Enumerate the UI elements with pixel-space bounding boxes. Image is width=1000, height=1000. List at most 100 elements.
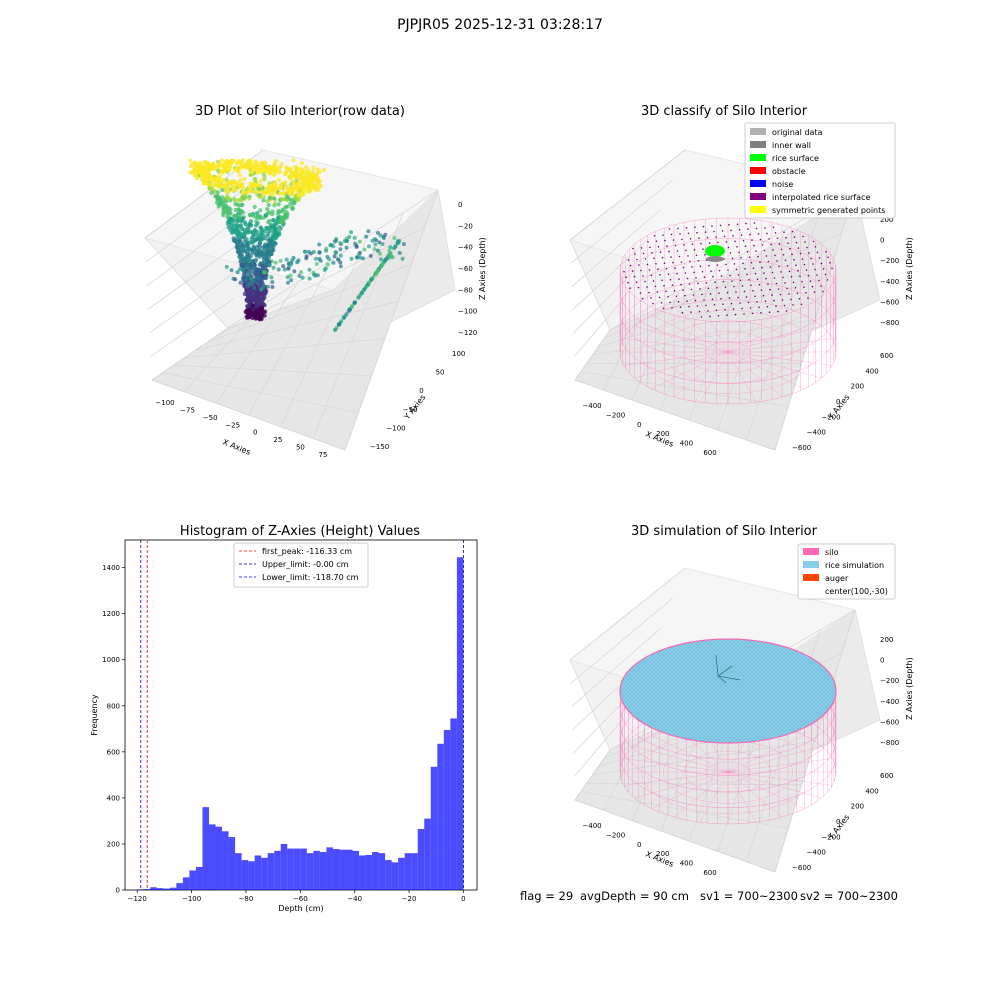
data-point (304, 165, 309, 170)
data-point (355, 255, 360, 260)
data-point (376, 248, 380, 253)
interpolated-point (717, 315, 720, 317)
interpolated-point (800, 303, 803, 306)
hist-bar (287, 848, 294, 890)
z-tick-label: −20 (458, 222, 473, 230)
data-point (271, 183, 277, 189)
data-point (265, 207, 270, 212)
interpolated-point (771, 294, 773, 296)
z-tick-label: −600 (880, 718, 899, 726)
z-tick-label: 0 (458, 201, 462, 209)
data-point (300, 190, 306, 195)
silo-spoke (623, 771, 729, 786)
data-point (265, 211, 270, 216)
interpolated-point (707, 287, 710, 290)
z-tick-label: 200 (880, 636, 893, 644)
silo-spoke (727, 351, 783, 398)
data-point (237, 267, 242, 272)
data-point (266, 202, 271, 208)
interpolated-point (677, 227, 679, 230)
data-point (253, 311, 258, 316)
silo-spoke (634, 325, 729, 353)
data-point (258, 305, 263, 310)
interpolated-point (662, 307, 665, 310)
hist-bar (352, 850, 360, 890)
y-tick-label: 0 (836, 818, 840, 826)
interpolated-point (788, 270, 791, 273)
interpolated-point (752, 267, 755, 270)
data-point (239, 209, 244, 214)
interpolated-point (743, 313, 745, 315)
data-point (324, 248, 329, 253)
data-point (265, 284, 270, 289)
data-point (288, 201, 293, 206)
panel2-legend-box (744, 122, 896, 219)
interpolated-point (672, 239, 675, 241)
data-point (352, 235, 357, 240)
interpolated-point (627, 281, 629, 284)
interpolated-point (678, 278, 680, 280)
interpolated-point (827, 256, 829, 259)
data-point (241, 189, 246, 194)
y-tick-label: 0 (419, 387, 423, 395)
silo-floor-ring (684, 331, 772, 374)
panel1-xlabel: X Axies (221, 438, 252, 457)
interpolated-point (642, 275, 644, 277)
interpolated-point (713, 230, 715, 233)
interpolated-point (731, 280, 733, 282)
interpolated-point (663, 262, 666, 265)
legend-swatch (750, 206, 766, 213)
interpolated-point (722, 280, 725, 283)
interpolated-point (687, 255, 689, 257)
x-tick-label: −100 (155, 399, 174, 407)
data-point (362, 247, 367, 252)
data-point (283, 180, 288, 185)
data-point (242, 233, 247, 238)
interpolated-point (816, 274, 818, 276)
data-point (244, 308, 249, 313)
interpolated-point (803, 263, 806, 266)
data-point (378, 251, 382, 256)
interpolated-point (766, 232, 768, 235)
interpolated-point (745, 296, 748, 298)
interpolated-point (825, 251, 827, 253)
interpolated-point (735, 291, 737, 293)
interpolated-point (791, 253, 793, 255)
interpolated-point (808, 252, 810, 254)
data-point (210, 162, 215, 168)
data-point (307, 267, 312, 272)
data-point (379, 257, 383, 262)
data-point (247, 196, 252, 201)
data-point (220, 187, 225, 193)
data-point (245, 272, 250, 277)
interpolated-point (739, 302, 741, 304)
data-point (268, 169, 274, 174)
data-point (228, 181, 234, 187)
data-point (338, 253, 343, 258)
data-point (255, 221, 260, 226)
hist-bar (163, 888, 170, 890)
interpolated-point (704, 231, 707, 233)
interpolated-point (758, 306, 760, 309)
interpolated-point (679, 306, 682, 309)
data-point (199, 169, 205, 174)
hist-bar (385, 860, 392, 890)
data-point (400, 256, 405, 261)
interpolated-point (755, 250, 757, 252)
hist-bar (143, 889, 151, 890)
data-point (259, 167, 265, 172)
hist-bar (345, 849, 353, 890)
interpolated-point (731, 257, 734, 260)
data-point (370, 238, 375, 243)
interpolated-point (775, 305, 777, 307)
interpolated-point (780, 248, 783, 251)
z-tick-label: −600 (880, 298, 899, 306)
interpolated-point (654, 285, 657, 288)
interpolated-point (745, 222, 747, 225)
interpolated-point (703, 276, 706, 279)
data-point (275, 215, 281, 221)
y-tick-label: 400 (107, 794, 120, 802)
interpolated-point (792, 304, 794, 306)
data-point (216, 183, 221, 189)
interpolated-point (705, 282, 708, 284)
